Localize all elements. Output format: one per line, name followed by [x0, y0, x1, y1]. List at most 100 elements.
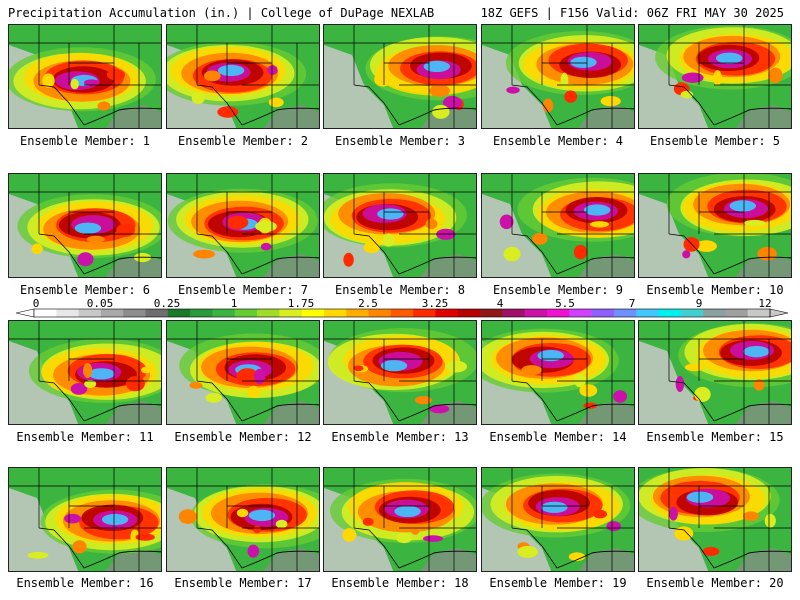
precip-field [167, 174, 319, 277]
ensemble-member-label: Ensemble Member: 18 [331, 576, 469, 590]
ensemble-member-label: Ensemble Member: 11 [16, 430, 154, 444]
colorbar-swatch [368, 309, 392, 317]
colorbar-swatch [591, 309, 615, 317]
colorbar-swatch [279, 309, 302, 317]
ensemble-member-map [323, 320, 477, 425]
colorbar-swatch [78, 309, 102, 317]
precip-field [9, 174, 161, 277]
ensemble-member-map [481, 173, 635, 278]
colorbar-swatch [502, 309, 525, 317]
colorbar-swatch [747, 309, 771, 317]
colorbar-swatch [100, 309, 124, 317]
ensemble-member-label: Ensemble Member: 16 [16, 576, 154, 590]
ensemble-member-label: Ensemble Member: 10 [646, 283, 784, 297]
colorbar-tick-label: 12 [758, 297, 772, 310]
colorbar-swatch [301, 309, 325, 317]
colorbar-tick-label: 1 [230, 297, 238, 310]
colorbar-swatch [569, 309, 592, 317]
ensemble-member-label: Ensemble Member: 8 [334, 283, 466, 297]
colorbar-swatch [703, 309, 726, 317]
ensemble-member-map [481, 467, 635, 572]
ensemble-member-label: Ensemble Member: 9 [492, 283, 624, 297]
ensemble-member-map [8, 173, 162, 278]
ensemble-member-label: Ensemble Member: 5 [649, 134, 781, 148]
ensemble-member-map [166, 320, 320, 425]
ensemble-member-label: Ensemble Member: 13 [331, 430, 469, 444]
ensemble-member-label: Ensemble Member: 1 [19, 134, 151, 148]
colorbar-swatch [56, 309, 79, 317]
colorbar-tick-label: 0.05 [86, 297, 114, 310]
ensemble-member-map [8, 467, 162, 572]
ensemble-member-map [638, 467, 792, 572]
colorbar-tick-label: 3.25 [421, 297, 449, 310]
colorbar-min-arrow [15, 308, 35, 318]
ensemble-member-map [638, 320, 792, 425]
precip-field [639, 174, 791, 277]
precip-field [324, 174, 476, 277]
precip-field [482, 174, 634, 277]
ensemble-member-label: Ensemble Member: 7 [177, 283, 309, 297]
colorbar-swatch [190, 309, 213, 317]
ensemble-member-map [8, 320, 162, 425]
model-valid-time: 18Z GEFS | F156 Valid: 06Z FRI MAY 30 20… [480, 6, 784, 20]
ensemble-member-label: Ensemble Member: 6 [19, 283, 151, 297]
colorbar-swatch [212, 309, 236, 317]
precip-field [324, 321, 476, 424]
colorbar-tick-label: 2.5 [358, 297, 378, 310]
chart-title: Precipitation Accumulation (in.) | Colle… [8, 6, 435, 20]
ensemble-member-label: Ensemble Member: 20 [646, 576, 784, 590]
ensemble-member-label: Ensemble Member: 15 [646, 430, 784, 444]
colorbar-tick-label: 1.75 [287, 297, 315, 310]
colorbar-swatch [480, 309, 503, 317]
precip-field [167, 468, 319, 571]
colorbar-swatch [34, 309, 57, 317]
ensemble-member-map [323, 24, 477, 129]
colorbar-swatch [123, 309, 146, 317]
colorbar-tick-label: 7 [628, 297, 636, 310]
ensemble-member-label: Ensemble Member: 12 [174, 430, 312, 444]
precip-field [324, 468, 476, 571]
precip-field [639, 25, 791, 128]
ensemble-member-map [638, 173, 792, 278]
ensemble-member-label: Ensemble Member: 3 [334, 134, 466, 148]
precip-field [482, 25, 634, 128]
ensemble-member-map [481, 24, 635, 129]
colorbar-swatch [234, 309, 258, 317]
precip-field [9, 25, 161, 128]
colorbar-swatch [413, 309, 436, 317]
precip-field [639, 321, 791, 424]
colorbar-swatch [323, 309, 347, 317]
colorbar-swatch [613, 309, 637, 317]
colorbar-swatch [725, 309, 748, 317]
precip-field [9, 468, 161, 571]
colorbar-max-arrow [769, 308, 789, 318]
ensemble-member-label: Ensemble Member: 14 [489, 430, 627, 444]
ensemble-member-label: Ensemble Member: 2 [177, 134, 309, 148]
precip-field [482, 321, 634, 424]
colorbar-swatch [257, 309, 280, 317]
ensemble-member-map [8, 24, 162, 129]
colorbar-swatch [435, 309, 459, 317]
colorbar-swatch [167, 309, 191, 317]
colorbar-tick-label: 4 [496, 297, 504, 310]
colorbar-swatch [680, 309, 704, 317]
ensemble-member-label: Ensemble Member: 4 [492, 134, 624, 148]
ensemble-member-map [166, 173, 320, 278]
colorbar-tick-label: 5.5 [555, 297, 575, 310]
precip-field [167, 25, 319, 128]
colorbar-tick-label: 0 [32, 297, 40, 310]
ensemble-member-map [323, 467, 477, 572]
colorbar-swatch [390, 309, 414, 317]
precip-field [167, 321, 319, 424]
colorbar-swatch [145, 309, 169, 317]
ensemble-member-label: Ensemble Member: 17 [174, 576, 312, 590]
precip-field [482, 468, 634, 571]
colorbar-swatch [546, 309, 570, 317]
precip-field [639, 468, 791, 571]
colorbar-swatch [457, 309, 481, 317]
colorbar-tick-label: 0.25 [153, 297, 181, 310]
ensemble-member-label: Ensemble Member: 19 [489, 576, 627, 590]
ensemble-member-map [638, 24, 792, 129]
ensemble-member-map [166, 24, 320, 129]
